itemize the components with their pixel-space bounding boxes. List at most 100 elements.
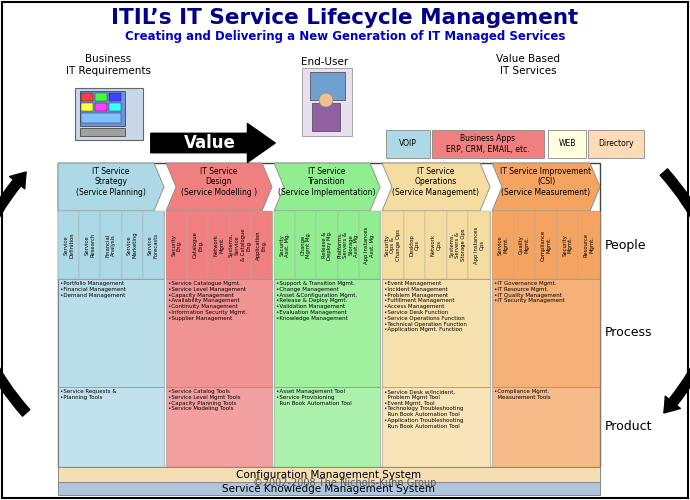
Text: Compliance
Mgmt.: Compliance Mgmt.	[540, 230, 551, 260]
Text: •Portfolio Management
•Financial Management
•Demand Management: •Portfolio Management •Financial Managem…	[60, 281, 126, 297]
Bar	[121, 211, 143, 279]
Bar	[447, 211, 469, 279]
Bar	[513, 211, 535, 279]
Text: •Compliance Mgmt.
  Measurement Tools: •Compliance Mgmt. Measurement Tools	[494, 389, 551, 400]
Bar	[425, 211, 447, 279]
Text: Resource
Mgmt.: Resource Mgmt.	[584, 233, 595, 257]
Bar	[557, 211, 578, 279]
Text: Configuration Management System: Configuration Management System	[237, 470, 422, 480]
Polygon shape	[58, 163, 164, 211]
Bar	[386, 130, 430, 158]
Bar	[79, 211, 101, 279]
Text: App Instances
Ops: App Instances Ops	[474, 226, 484, 264]
Bar	[81, 113, 121, 123]
Bar	[58, 279, 164, 387]
Text: Network
Mgmt.: Network Mgmt.	[214, 234, 224, 256]
Bar	[382, 211, 404, 279]
Text: Security
Mgmt.: Security Mgmt.	[562, 234, 573, 256]
Bar	[95, 103, 107, 111]
Text: WEB: WEB	[558, 140, 575, 148]
Bar	[109, 103, 121, 111]
Bar	[95, 93, 107, 101]
Bar	[109, 93, 121, 101]
Text: Release &
Deploy Mg.: Release & Deploy Mg.	[322, 230, 333, 260]
Bar	[535, 211, 557, 279]
Bar	[312, 103, 340, 131]
Text: Business
IT Requirements: Business IT Requirements	[66, 54, 150, 76]
Text: IT Service
Design
(Service Modelling ): IT Service Design (Service Modelling )	[181, 167, 257, 197]
Text: Network
Ops: Network Ops	[431, 234, 442, 256]
Polygon shape	[166, 163, 272, 211]
Text: ©2002-2008 The Nichols-Kuhn Group: ©2002-2008 The Nichols-Kuhn Group	[253, 478, 437, 488]
Text: ITIL’s IT Service Lifecycle Management: ITIL’s IT Service Lifecycle Management	[111, 8, 579, 28]
Bar	[80, 128, 125, 136]
Bar	[58, 211, 79, 279]
Bar	[187, 211, 208, 279]
FancyArrowPatch shape	[660, 169, 690, 413]
Bar	[382, 279, 490, 387]
Text: Process: Process	[605, 326, 653, 340]
Bar	[548, 130, 586, 158]
Text: Security
Eng.: Security Eng.	[171, 234, 182, 256]
Bar	[81, 103, 93, 111]
Text: People: People	[605, 238, 647, 252]
Text: Service
Marketing: Service Marketing	[127, 232, 137, 258]
Text: IT Service Improvement
(CSI)
(Service Measurement): IT Service Improvement (CSI) (Service Me…	[500, 167, 591, 197]
Bar	[492, 387, 600, 467]
Bar	[588, 130, 644, 158]
Bar	[75, 88, 143, 140]
FancyArrowPatch shape	[0, 172, 30, 416]
Text: Financial
Analysis: Financial Analysis	[106, 234, 117, 256]
Bar	[382, 387, 490, 467]
Bar	[274, 387, 380, 467]
Text: Product: Product	[605, 420, 653, 434]
Text: •Service Catalog Tools
•Service Level Mgmt Tools
•Capacity Planning Tools
•Servi: •Service Catalog Tools •Service Level Mg…	[168, 389, 241, 411]
Text: VOIP: VOIP	[399, 140, 417, 148]
Bar	[166, 387, 272, 467]
Bar	[274, 211, 295, 279]
Text: End-User: End-User	[302, 57, 348, 67]
Text: Application
Eng.: Application Eng.	[256, 230, 267, 260]
Text: IT Service
Transition
(Service Implementation): IT Service Transition (Service Implement…	[278, 167, 376, 197]
Bar	[230, 211, 250, 279]
Polygon shape	[382, 163, 490, 211]
Bar	[469, 211, 490, 279]
Text: Quality
Mgmt.: Quality Mgmt.	[519, 236, 530, 255]
Bar	[310, 72, 345, 100]
FancyArrowPatch shape	[151, 124, 275, 162]
Bar	[432, 130, 544, 158]
Text: Platforms,
Servers &
Storage
Asst. Mg.: Platforms, Servers & Storage Asst. Mg.	[337, 232, 359, 258]
Bar	[337, 211, 359, 279]
Bar	[295, 211, 317, 279]
Bar	[58, 482, 600, 495]
Bar	[274, 211, 380, 279]
Text: Catalogue
Eng.: Catalogue Eng.	[193, 232, 203, 258]
Bar	[80, 91, 125, 126]
Text: Business Apps
ERP, CRM, EMAIL, etc.: Business Apps ERP, CRM, EMAIL, etc.	[446, 134, 530, 154]
Text: IT Service
Operations
(Service Management): IT Service Operations (Service Managemen…	[393, 167, 480, 197]
Text: Value: Value	[184, 134, 236, 152]
Bar	[58, 211, 164, 279]
Bar	[58, 163, 600, 467]
Bar	[81, 93, 93, 101]
Text: Systems,
Servers &
Storage Ops: Systems, Servers & Storage Ops	[449, 229, 466, 261]
Text: Service
Definition: Service Definition	[63, 232, 74, 258]
Text: Change
Mgmt Mg.: Change Mgmt Mg.	[300, 232, 311, 258]
Bar	[166, 211, 187, 279]
Text: IT Service
Strategy
(Service Planning): IT Service Strategy (Service Planning)	[76, 167, 146, 197]
Bar	[492, 279, 600, 387]
Bar	[317, 211, 337, 279]
Circle shape	[319, 93, 333, 107]
Text: Security
Asst. Mg.: Security Asst. Mg.	[279, 233, 290, 257]
Text: Creating and Delivering a New Generation of IT Managed Services: Creating and Delivering a New Generation…	[125, 30, 565, 43]
Bar	[166, 211, 272, 279]
Bar	[404, 211, 425, 279]
Text: •Event Management
•Incident Management
•Problem Management
•Fulfillment Manageme: •Event Management •Incident Management •…	[384, 281, 467, 332]
Polygon shape	[492, 163, 600, 211]
Bar	[143, 211, 164, 279]
Text: •Asset Management Tool
•Service Provisioning
  Run Book Automation Tool: •Asset Management Tool •Service Provisio…	[276, 389, 352, 406]
Text: •Service Catalogue Mgmt.
•Service Level Management
•Capacity Management
•Availab: •Service Catalogue Mgmt. •Service Level …	[168, 281, 247, 321]
Text: Value Based
IT Services: Value Based IT Services	[496, 54, 560, 76]
Bar	[250, 211, 272, 279]
Text: Directory: Directory	[598, 140, 633, 148]
